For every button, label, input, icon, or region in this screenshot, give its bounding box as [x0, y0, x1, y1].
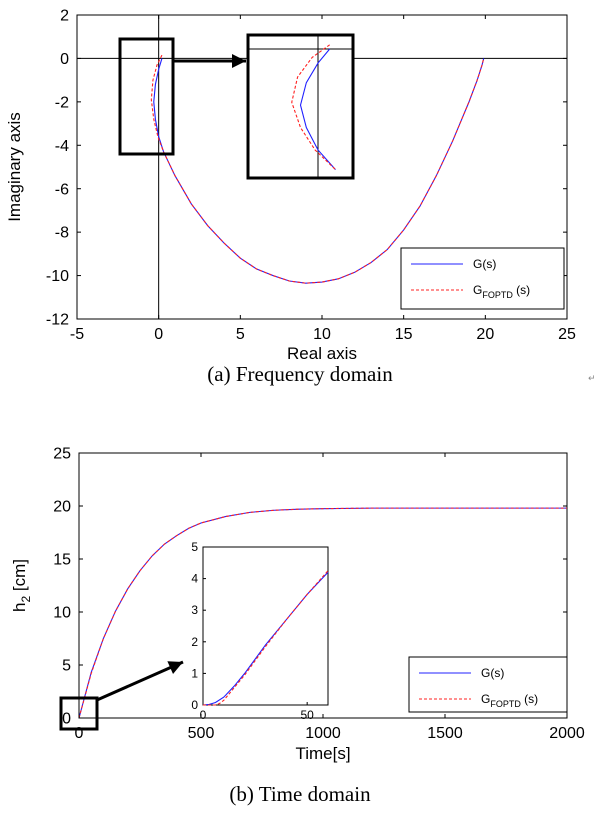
zoom-source-box — [59, 696, 99, 731]
series-fopdt — [78, 507, 567, 719]
x-tick-label: 5 — [236, 326, 245, 343]
y-tick-label: -10 — [46, 268, 69, 285]
x-tick-label: 500 — [188, 725, 215, 742]
y-tick-label: 15 — [53, 552, 71, 569]
x-tick-label: 2000 — [549, 725, 585, 742]
y-tick-label: -12 — [46, 312, 69, 329]
inset-y-tick-label: 2 — [191, 635, 198, 649]
legend-label: GFOPTD (s) — [473, 283, 530, 300]
x-axis-label: Time[s] — [295, 744, 350, 763]
x-tick-label: 0 — [75, 725, 84, 742]
legend-label: G(s) — [481, 666, 504, 680]
y-tick-label: 10 — [53, 605, 71, 622]
y-axis-label: Imaginary axis — [5, 112, 24, 222]
zoom-source-box — [118, 37, 175, 156]
caption-time-domain: (b) Time domain — [229, 782, 371, 806]
x-tick-label: 0 — [154, 326, 163, 343]
y-tick-label: 0 — [60, 51, 69, 68]
inset-y-tick-label: 5 — [191, 540, 198, 554]
legend-box — [408, 656, 568, 713]
y-tick-label: 25 — [53, 446, 71, 463]
x-tick-label: 1500 — [427, 725, 463, 742]
legend-label: GFOPTD (s) — [481, 692, 538, 709]
inset-frame — [202, 546, 329, 706]
inset-y-tick-label: 4 — [191, 572, 198, 586]
series-fopdt — [150, 54, 485, 284]
x-tick-label: 25 — [558, 326, 576, 343]
zoom-arrow-head — [232, 54, 246, 68]
x-tick-label: 1000 — [305, 725, 341, 742]
return-mark: ↵ — [588, 374, 596, 384]
zoom-series-fopdt — [291, 44, 336, 170]
inset-x-tick-label: 50 — [300, 708, 314, 722]
x-axis-label: Real axis — [287, 344, 357, 363]
y-tick-label: 5 — [62, 658, 71, 675]
legend-label: G(s) — [473, 257, 496, 271]
caption-frequency-domain: (a) Frequency domain — [207, 362, 393, 386]
y-axis-label: h2 [cm] — [10, 559, 33, 612]
y-tick-label: -2 — [55, 94, 69, 111]
y-tick-label: -6 — [55, 181, 69, 198]
x-tick-label: 15 — [395, 326, 413, 343]
zoom-arrow — [96, 660, 184, 702]
y-tick-label: 2 — [60, 8, 69, 25]
inset-x-tick-label: 0 — [200, 708, 207, 722]
y-tick-label: 0 — [62, 711, 71, 728]
inset-y-tick-label: 3 — [191, 603, 198, 617]
inset-series-fopdt — [203, 570, 329, 706]
y-tick-label: -4 — [55, 138, 69, 155]
zoom-arrow-head — [167, 661, 183, 675]
inset-y-tick-label: 1 — [191, 666, 198, 680]
y-tick-label: 20 — [53, 499, 71, 516]
x-tick-label: 20 — [476, 326, 494, 343]
inset-y-tick-label: 0 — [191, 698, 198, 712]
x-tick-label: -5 — [70, 326, 84, 343]
x-tick-label: 10 — [313, 326, 331, 343]
legend-box — [400, 247, 565, 310]
y-tick-label: -8 — [55, 225, 69, 242]
zoom-series-gs — [299, 48, 336, 170]
